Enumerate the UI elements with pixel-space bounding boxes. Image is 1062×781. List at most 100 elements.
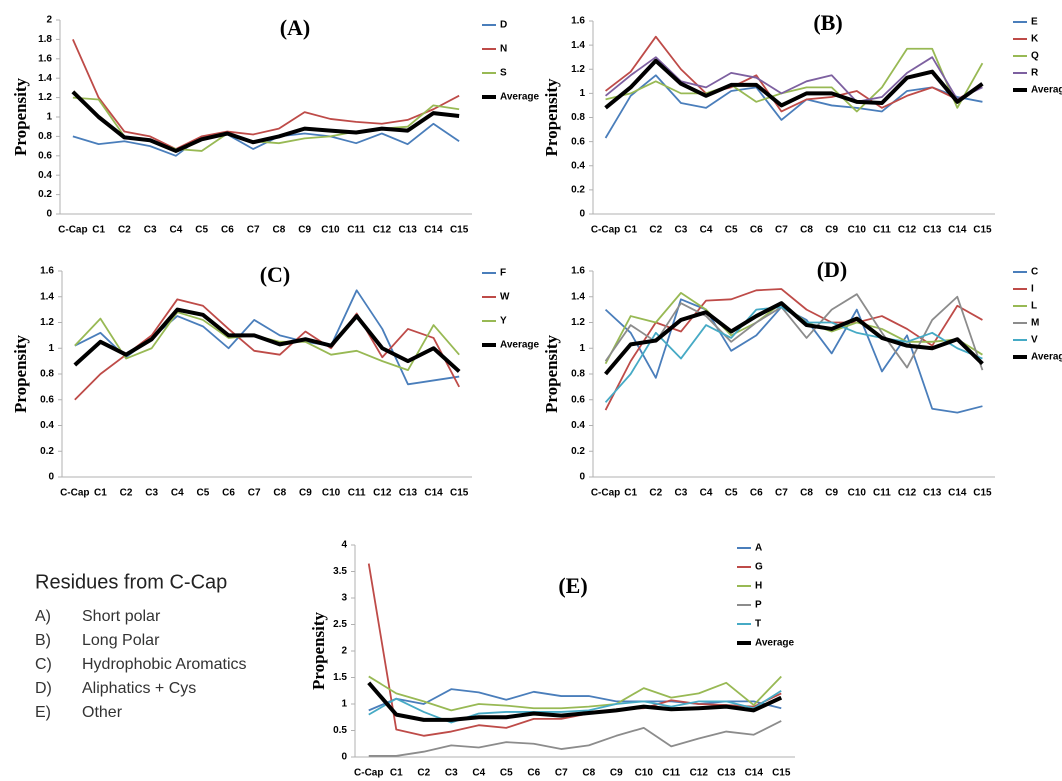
y-tick-label: 0 bbox=[48, 472, 54, 483]
key-box: Residues from C-Cap A) Short polar B) Long P… bbox=[35, 571, 247, 721]
x-tick-label: C3 bbox=[675, 225, 688, 236]
x-tick-label: C14 bbox=[424, 488, 443, 499]
x-tick-label: C7 bbox=[247, 225, 260, 236]
legend-label: C bbox=[1031, 267, 1038, 278]
chart-title: (D) bbox=[817, 257, 848, 282]
key-label: C) bbox=[35, 656, 52, 673]
y-tick-label: 1.2 bbox=[40, 317, 54, 328]
legend-label: Average bbox=[500, 92, 540, 103]
key-text: Long Polar bbox=[82, 632, 160, 649]
x-tick-label: C5 bbox=[725, 225, 738, 236]
x-tick-label: C6 bbox=[221, 225, 234, 236]
x-tick-label: C7 bbox=[555, 768, 568, 779]
y-tick-label: 1.4 bbox=[571, 291, 585, 302]
series-line bbox=[605, 35, 983, 113]
x-tick-label: C9 bbox=[298, 225, 311, 236]
x-tick-label: C9 bbox=[825, 488, 838, 499]
x-tick-label: C13 bbox=[399, 488, 418, 499]
y-tick-label: 2.5 bbox=[333, 619, 347, 630]
y-tick-label: 1.6 bbox=[571, 266, 585, 277]
y-axis-label: Propensity bbox=[542, 78, 561, 157]
x-tick-label: C6 bbox=[222, 488, 235, 499]
y-tick-label: 1 bbox=[46, 112, 52, 123]
chart-panel: 0 0.5 1 1.5 2 2.5 3 3.5 4 C-Cap C1 C2 C3 C4 C5 C6 C7 C8 C9… bbox=[309, 540, 795, 779]
x-tick-label: C5 bbox=[725, 488, 738, 499]
x-tick-label: C3 bbox=[144, 225, 157, 236]
x-tick-label: C13 bbox=[717, 768, 736, 779]
y-axis-label: Propensity bbox=[11, 77, 30, 156]
chart-title: (B) bbox=[813, 10, 842, 35]
x-tick-label: C10 bbox=[321, 225, 340, 236]
x-tick-label: C-Cap bbox=[591, 225, 620, 236]
x-tick-label: C10 bbox=[848, 225, 867, 236]
x-tick-label: C4 bbox=[700, 225, 713, 236]
y-tick-label: 1.4 bbox=[38, 73, 52, 84]
series-line bbox=[71, 90, 460, 153]
y-tick-label: 1.2 bbox=[571, 64, 585, 75]
x-tick-label: C-Cap bbox=[354, 768, 383, 779]
legend-label: N bbox=[500, 44, 507, 55]
chart-panel: 0 0.2 0.4 0.6 0.8 1 1.2 1.4 1.6 C-Cap C1 C2 C3 C4 C5 C6… bbox=[542, 257, 1062, 499]
legend-label: S bbox=[500, 68, 507, 79]
y-tick-label: 0 bbox=[579, 209, 585, 220]
legend-label: M bbox=[1031, 318, 1039, 329]
y-tick-label: 1 bbox=[48, 343, 54, 354]
legend-label: W bbox=[500, 292, 510, 303]
x-tick-label: C3 bbox=[145, 488, 158, 499]
x-tick-label: C12 bbox=[898, 488, 917, 499]
x-tick-label: C8 bbox=[582, 768, 595, 779]
chart-panel: 0 0.2 0.4 0.6 0.8 1 1.2 1.4 1.6 1.8 2 C-Cap C1 C2 C3 C4… bbox=[11, 15, 540, 236]
legend-label: I bbox=[1031, 284, 1034, 295]
key-label: D) bbox=[35, 680, 52, 697]
x-tick-label: C13 bbox=[923, 225, 942, 236]
series-line bbox=[604, 58, 984, 110]
y-tick-label: 0.6 bbox=[40, 394, 54, 405]
x-tick-label: C12 bbox=[690, 768, 709, 779]
series-line bbox=[368, 720, 782, 757]
legend-label: T bbox=[755, 619, 761, 630]
legend-label: G bbox=[755, 562, 763, 573]
y-tick-label: 0.8 bbox=[38, 131, 52, 142]
y-tick-label: 0.2 bbox=[571, 185, 585, 196]
y-tick-label: 0.8 bbox=[571, 369, 585, 380]
key-label: E) bbox=[35, 704, 51, 721]
y-tick-label: 0.6 bbox=[571, 136, 585, 147]
legend-label: Average bbox=[500, 340, 540, 351]
y-tick-label: 0 bbox=[579, 472, 585, 483]
x-tick-label: C14 bbox=[424, 225, 443, 236]
y-tick-label: 0.6 bbox=[571, 394, 585, 405]
x-tick-label: C12 bbox=[373, 488, 392, 499]
key-label: B) bbox=[35, 632, 51, 649]
x-tick-label: C15 bbox=[450, 488, 469, 499]
x-tick-label: C14 bbox=[948, 488, 967, 499]
y-tick-label: 0.8 bbox=[571, 112, 585, 123]
series-line bbox=[605, 47, 984, 113]
x-tick-label: C5 bbox=[500, 768, 513, 779]
y-tick-label: 2 bbox=[46, 15, 52, 26]
y-tick-label: 1 bbox=[579, 88, 585, 99]
x-tick-label: C1 bbox=[624, 488, 637, 499]
series-line bbox=[604, 56, 983, 103]
y-tick-label: 0 bbox=[341, 752, 347, 763]
x-tick-label: C2 bbox=[118, 225, 131, 236]
y-tick-label: 1.5 bbox=[333, 672, 347, 683]
x-tick-label: C5 bbox=[197, 488, 210, 499]
x-tick-label: C4 bbox=[171, 488, 184, 499]
x-tick-label: C5 bbox=[195, 225, 208, 236]
x-tick-label: C15 bbox=[973, 225, 992, 236]
x-tick-label: C2 bbox=[417, 768, 430, 779]
x-tick-label: C-Cap bbox=[60, 488, 89, 499]
y-tick-label: 0 bbox=[46, 209, 52, 220]
legend-label: A bbox=[755, 543, 762, 554]
legend-label: P bbox=[755, 600, 762, 611]
y-tick-label: 0.4 bbox=[40, 420, 54, 431]
x-tick-label: C11 bbox=[347, 225, 365, 236]
y-tick-label: 1 bbox=[341, 699, 347, 710]
x-tick-label: C1 bbox=[624, 225, 637, 236]
x-tick-label: C6 bbox=[750, 225, 763, 236]
x-tick-label: C11 bbox=[662, 768, 680, 779]
series-line bbox=[604, 293, 984, 371]
x-tick-label: C2 bbox=[649, 225, 662, 236]
y-axis-label: Propensity bbox=[542, 334, 561, 413]
chart-title: (A) bbox=[280, 15, 311, 40]
